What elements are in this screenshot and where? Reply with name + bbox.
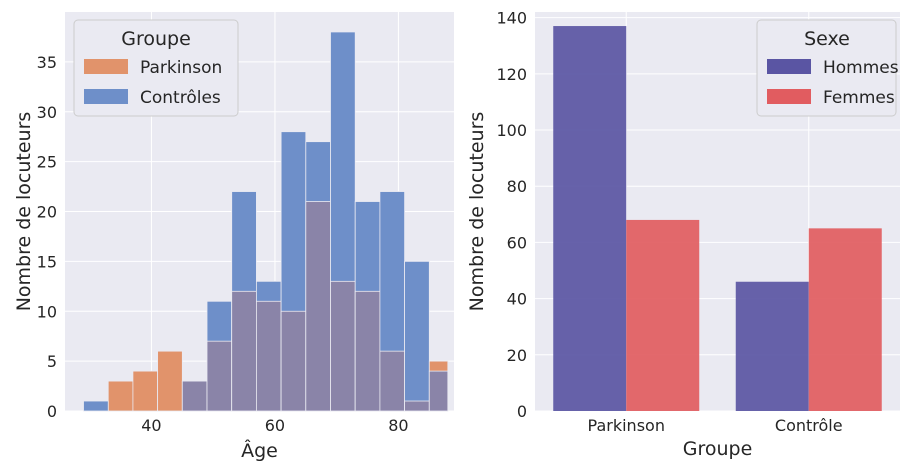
- histogram-bar-overlap: [331, 281, 356, 411]
- histogram-bar-overlap: [380, 351, 405, 411]
- y-tick-label: 140: [496, 9, 527, 28]
- x-tick-label: Parkinson: [588, 416, 665, 435]
- histogram-bar: [405, 261, 430, 411]
- histogram-y-axis-label: Nombre de locuteurs: [13, 112, 35, 312]
- bar-hommes: [736, 282, 809, 411]
- bar-chart-panel: Parkinson Contrôle 0 20 40 60 80 100 120 140 Gro…: [466, 9, 900, 460]
- y-tick-label: 80: [507, 177, 527, 196]
- histogram-legend: Groupe Parkinson Contrôles: [74, 20, 238, 116]
- histogram-bar-overlap: [429, 371, 448, 411]
- bar-hommes: [553, 26, 626, 411]
- y-tick-label: 100: [496, 121, 527, 140]
- x-tick-label: 60: [265, 416, 285, 435]
- legend-swatch-parkinson: [84, 59, 128, 74]
- histogram-bar-overlap: [306, 202, 331, 411]
- histogram-y-ticks: 0 5 10 15 20 25 30 35: [37, 53, 57, 421]
- histogram-x-axis-label: Âge: [241, 439, 278, 462]
- y-tick-label: 5: [47, 352, 57, 371]
- y-tick-label: 40: [507, 290, 527, 309]
- bar-chart-x-axis-label: Groupe: [683, 438, 753, 460]
- y-tick-label: 15: [37, 252, 57, 271]
- bar-chart-legend-title: Sexe: [804, 28, 850, 50]
- legend-swatch-controles: [84, 89, 128, 104]
- histogram-panel: 40 60 80 0 5 10 15 20 25 30 35 Âge Nombre de locu…: [13, 12, 454, 462]
- x-tick-label: 40: [141, 416, 161, 435]
- histogram-bar-overlap: [207, 341, 232, 411]
- histogram-legend-title: Groupe: [121, 28, 191, 50]
- histogram-bar: [133, 371, 158, 411]
- y-tick-label: 20: [507, 346, 527, 365]
- histogram-bar-overlap: [405, 401, 430, 411]
- legend-swatch-femmes: [767, 89, 811, 104]
- y-tick-label: 25: [37, 153, 57, 172]
- histogram-bar: [108, 381, 133, 411]
- histogram-bar-overlap: [182, 381, 207, 411]
- y-tick-label: 0: [517, 402, 527, 421]
- legend-swatch-hommes: [767, 59, 811, 74]
- histogram-bar-overlap: [355, 291, 380, 411]
- legend-label-femmes: Femmes: [823, 88, 895, 108]
- histogram-x-ticks: 40 60 80: [141, 416, 408, 435]
- y-tick-label: 60: [507, 233, 527, 252]
- legend-label-controles: Contrôles: [140, 88, 221, 108]
- y-tick-label: 20: [37, 203, 57, 222]
- x-tick-label: 80: [388, 416, 408, 435]
- y-tick-label: 120: [496, 65, 527, 84]
- y-tick-label: 10: [37, 302, 57, 321]
- bar-femmes: [809, 228, 882, 411]
- legend-label-parkinson: Parkinson: [140, 58, 222, 78]
- bar-chart-x-ticks: Parkinson Contrôle: [588, 416, 843, 435]
- histogram-bar: [84, 401, 109, 411]
- bar-chart-y-ticks: 0 20 40 60 80 100 120 140: [496, 9, 527, 421]
- y-tick-label: 35: [37, 53, 57, 72]
- bar-chart-legend: Sexe Hommes Femmes: [757, 20, 899, 116]
- y-tick-label: 0: [47, 402, 57, 421]
- bar-chart-y-axis-label: Nombre de locuteurs: [466, 112, 488, 312]
- histogram-bar-overlap: [256, 301, 281, 411]
- legend-label-hommes: Hommes: [823, 58, 899, 78]
- histogram-bar-overlap: [232, 291, 257, 411]
- y-tick-label: 30: [37, 103, 57, 122]
- histogram-bar-overlap: [281, 311, 306, 411]
- histogram-bar: [158, 351, 183, 411]
- bar-femmes: [626, 220, 699, 411]
- x-tick-label: Contrôle: [775, 416, 843, 435]
